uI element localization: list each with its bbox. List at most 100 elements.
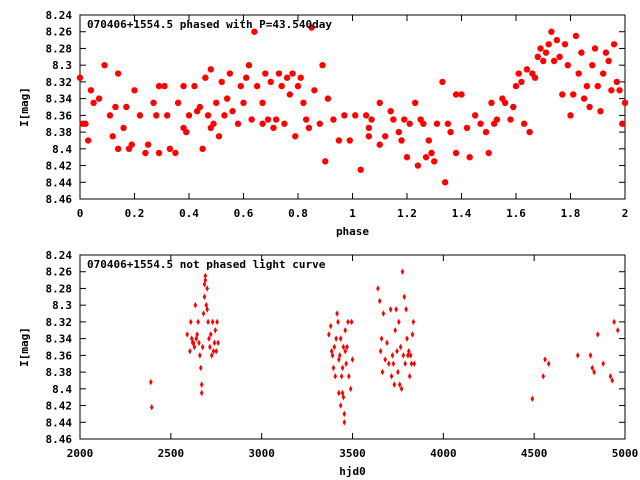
data-point <box>583 82 591 90</box>
data-point <box>337 389 341 397</box>
data-point <box>390 352 395 359</box>
data-point <box>142 149 149 157</box>
y-tick-label: 8.44 <box>46 416 73 429</box>
x-tick-label: 2 <box>622 207 629 220</box>
data-point <box>411 318 416 326</box>
data-point <box>324 95 332 102</box>
data-point <box>586 103 593 111</box>
y-tick-label: 8.4 <box>52 383 72 396</box>
data-point <box>109 133 116 140</box>
data-point <box>216 339 220 347</box>
data-point <box>439 78 446 86</box>
data-point <box>548 28 555 35</box>
data-point <box>237 82 244 90</box>
x-axis: 2000 2500 3000 3500 4000 4500 5000 <box>67 255 639 460</box>
data-point <box>365 124 373 132</box>
data-point <box>441 179 449 186</box>
data-point <box>349 318 354 326</box>
data-point <box>300 99 307 107</box>
data-point <box>542 49 550 56</box>
data-point <box>283 74 291 81</box>
data-point <box>615 327 620 334</box>
data-point <box>346 137 353 144</box>
data-point <box>153 112 160 119</box>
data-point <box>400 268 405 275</box>
data-point <box>150 99 157 107</box>
data-point <box>161 82 168 90</box>
data-point <box>550 57 558 65</box>
data-point <box>341 393 346 401</box>
data-point <box>530 395 535 403</box>
data-point <box>395 128 403 136</box>
data-point <box>399 385 404 393</box>
data-point <box>392 381 397 388</box>
data-point <box>346 318 350 326</box>
data-point <box>411 99 419 107</box>
data-point <box>515 70 522 77</box>
data-point <box>338 402 343 409</box>
data-point <box>131 87 138 94</box>
data-point <box>382 133 389 140</box>
data-point <box>556 53 563 61</box>
y-axis-label: I[mag] <box>18 87 31 127</box>
data-point <box>466 153 473 161</box>
data-point <box>342 419 347 426</box>
data-point <box>482 128 490 136</box>
data-point <box>526 128 533 136</box>
data-point <box>621 99 629 107</box>
data-point <box>84 137 92 144</box>
data-point <box>270 124 277 132</box>
data-point <box>546 360 551 367</box>
data-point <box>601 360 605 367</box>
data-point <box>608 373 613 380</box>
data-point <box>412 360 417 367</box>
data-point <box>210 120 217 127</box>
data-point <box>243 74 250 81</box>
data-point <box>209 331 213 338</box>
data-point <box>344 360 348 367</box>
data-point <box>297 74 304 81</box>
data-point <box>376 141 383 148</box>
data-point <box>471 112 479 119</box>
data-point <box>196 318 200 326</box>
data-point <box>463 124 471 132</box>
y-tick-label: 8.46 <box>46 193 73 206</box>
data-point <box>477 120 484 127</box>
data-point <box>128 141 135 148</box>
data-point <box>305 124 313 132</box>
data-point <box>205 285 209 292</box>
data-point <box>294 82 302 90</box>
data-point <box>203 272 208 280</box>
data-point <box>123 103 130 111</box>
data-point <box>240 99 247 107</box>
data-point <box>534 53 541 61</box>
data-point <box>379 335 384 342</box>
y-tick-label: 8.36 <box>46 109 73 122</box>
data-point <box>341 112 348 119</box>
data-point <box>612 318 616 326</box>
data-point <box>281 120 288 127</box>
data-point <box>208 343 212 351</box>
x-tick-label: 5000 <box>612 447 639 460</box>
data-point <box>248 116 255 123</box>
data-point <box>207 66 214 73</box>
data-point <box>136 112 144 119</box>
y-tick-label: 8.26 <box>46 266 73 279</box>
y-tick-label: 8.46 <box>46 433 73 446</box>
data-point <box>540 57 547 65</box>
data-point <box>259 99 266 107</box>
data-point <box>402 293 407 301</box>
data-point <box>286 91 294 98</box>
data-point <box>200 343 205 351</box>
data-point <box>112 103 119 111</box>
data-point <box>588 352 593 359</box>
plot-frame <box>79 254 626 440</box>
data-point <box>391 360 396 367</box>
data-point <box>144 141 152 148</box>
data-point <box>433 120 441 127</box>
data-point <box>340 364 345 372</box>
data-point <box>404 306 408 313</box>
x-tick-label: 3000 <box>248 447 275 460</box>
data-point <box>95 95 103 102</box>
